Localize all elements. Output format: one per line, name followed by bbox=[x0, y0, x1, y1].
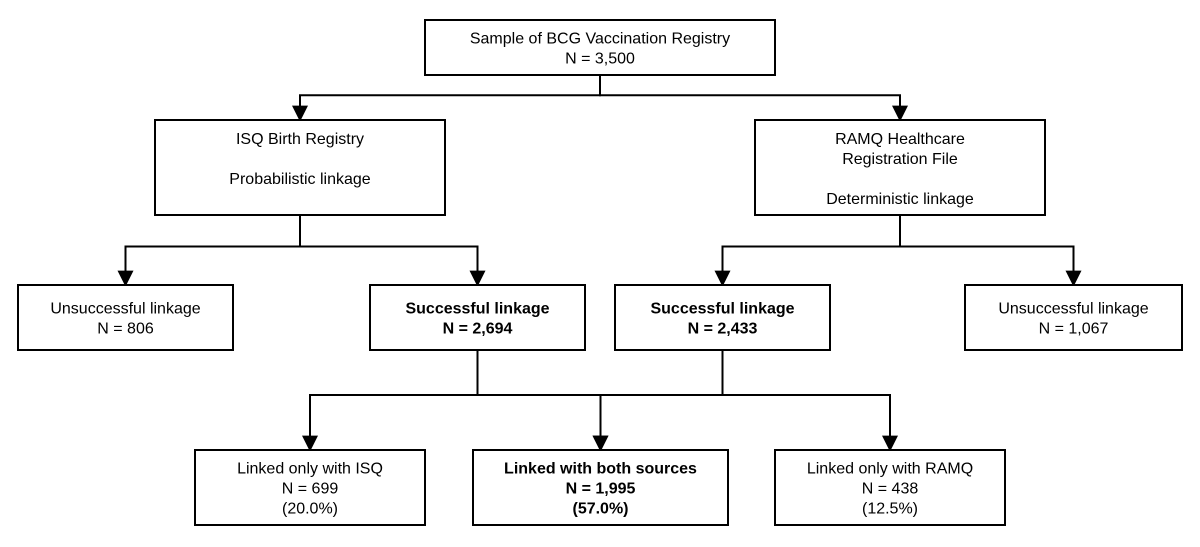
edge-ramq-unsucc_right bbox=[900, 215, 1074, 285]
edge-root-isq bbox=[300, 75, 600, 120]
node-isq-line-0: ISQ Birth Registry bbox=[236, 131, 364, 148]
node-unsucc_left-line-0: Unsuccessful linkage bbox=[50, 301, 200, 318]
edge-succ_left-only_isq bbox=[310, 350, 478, 450]
node-only_isq-line-2: (20.0%) bbox=[282, 501, 338, 518]
node-succ_right: Successful linkage N = 2,433 bbox=[615, 285, 830, 350]
node-only_ramq: Linked only with RAMQ N = 438 (12.5%) bbox=[775, 450, 1005, 525]
node-isq: ISQ Birth Registry Probabilistic linkage bbox=[155, 120, 445, 215]
node-both-line-1: N = 1,995 bbox=[566, 481, 636, 498]
edge-succ_right-only_ramq bbox=[723, 350, 891, 450]
node-succ_right-line-1: N = 2,433 bbox=[688, 321, 758, 338]
node-both: Linked with both sources N = 1,995 (57.0%) bbox=[473, 450, 728, 525]
node-succ_left-line-1: N = 2,694 bbox=[443, 321, 513, 338]
node-only_isq-line-1: N = 699 bbox=[282, 481, 339, 498]
flowchart-canvas: Sample of BCG Vaccination Registry N = 3,… bbox=[0, 0, 1200, 547]
node-unsucc_right-box bbox=[965, 285, 1182, 350]
node-succ_right-line-0: Successful linkage bbox=[650, 301, 794, 318]
edge-isq-unsucc_left bbox=[126, 215, 301, 285]
edge-succ_left-both bbox=[478, 350, 601, 450]
node-succ_left: Successful linkage N = 2,694 bbox=[370, 285, 585, 350]
node-root: Sample of BCG Vaccination Registry N = 3,… bbox=[425, 20, 775, 75]
node-unsucc_left-line-1: N = 806 bbox=[97, 321, 154, 338]
node-only_ramq-line-1: N = 438 bbox=[862, 481, 919, 498]
node-ramq-line-3: Deterministic linkage bbox=[826, 191, 974, 208]
node-ramq-line-1: Registration File bbox=[842, 151, 958, 168]
node-only_ramq-line-2: (12.5%) bbox=[862, 501, 918, 518]
edge-ramq-succ_right bbox=[723, 215, 901, 285]
node-only_ramq-line-0: Linked only with RAMQ bbox=[807, 461, 973, 478]
node-ramq-line-0: RAMQ Healthcare bbox=[835, 131, 965, 148]
node-unsucc_left: Unsuccessful linkage N = 806 bbox=[18, 285, 233, 350]
node-both-line-0: Linked with both sources bbox=[504, 461, 697, 478]
node-unsucc_right-line-0: Unsuccessful linkage bbox=[998, 301, 1148, 318]
node-only_isq: Linked only with ISQ N = 699 (20.0%) bbox=[195, 450, 425, 525]
edge-isq-succ_left bbox=[300, 215, 478, 285]
node-succ_right-box bbox=[615, 285, 830, 350]
node-unsucc_left-box bbox=[18, 285, 233, 350]
node-succ_left-line-0: Successful linkage bbox=[405, 301, 549, 318]
node-ramq: RAMQ Healthcare Registration File Determin… bbox=[755, 120, 1045, 215]
edge-succ_right-both bbox=[601, 350, 723, 450]
node-isq-line-2: Probabilistic linkage bbox=[229, 171, 371, 188]
edge-root-ramq bbox=[600, 75, 900, 120]
node-succ_left-box bbox=[370, 285, 585, 350]
node-unsucc_right: Unsuccessful linkage N = 1,067 bbox=[965, 285, 1182, 350]
node-root-line-1: N = 3,500 bbox=[565, 51, 635, 68]
node-unsucc_right-line-1: N = 1,067 bbox=[1039, 321, 1109, 338]
node-root-line-0: Sample of BCG Vaccination Registry bbox=[470, 31, 730, 48]
node-only_isq-line-0: Linked only with ISQ bbox=[237, 461, 383, 478]
node-both-line-2: (57.0%) bbox=[572, 501, 628, 518]
